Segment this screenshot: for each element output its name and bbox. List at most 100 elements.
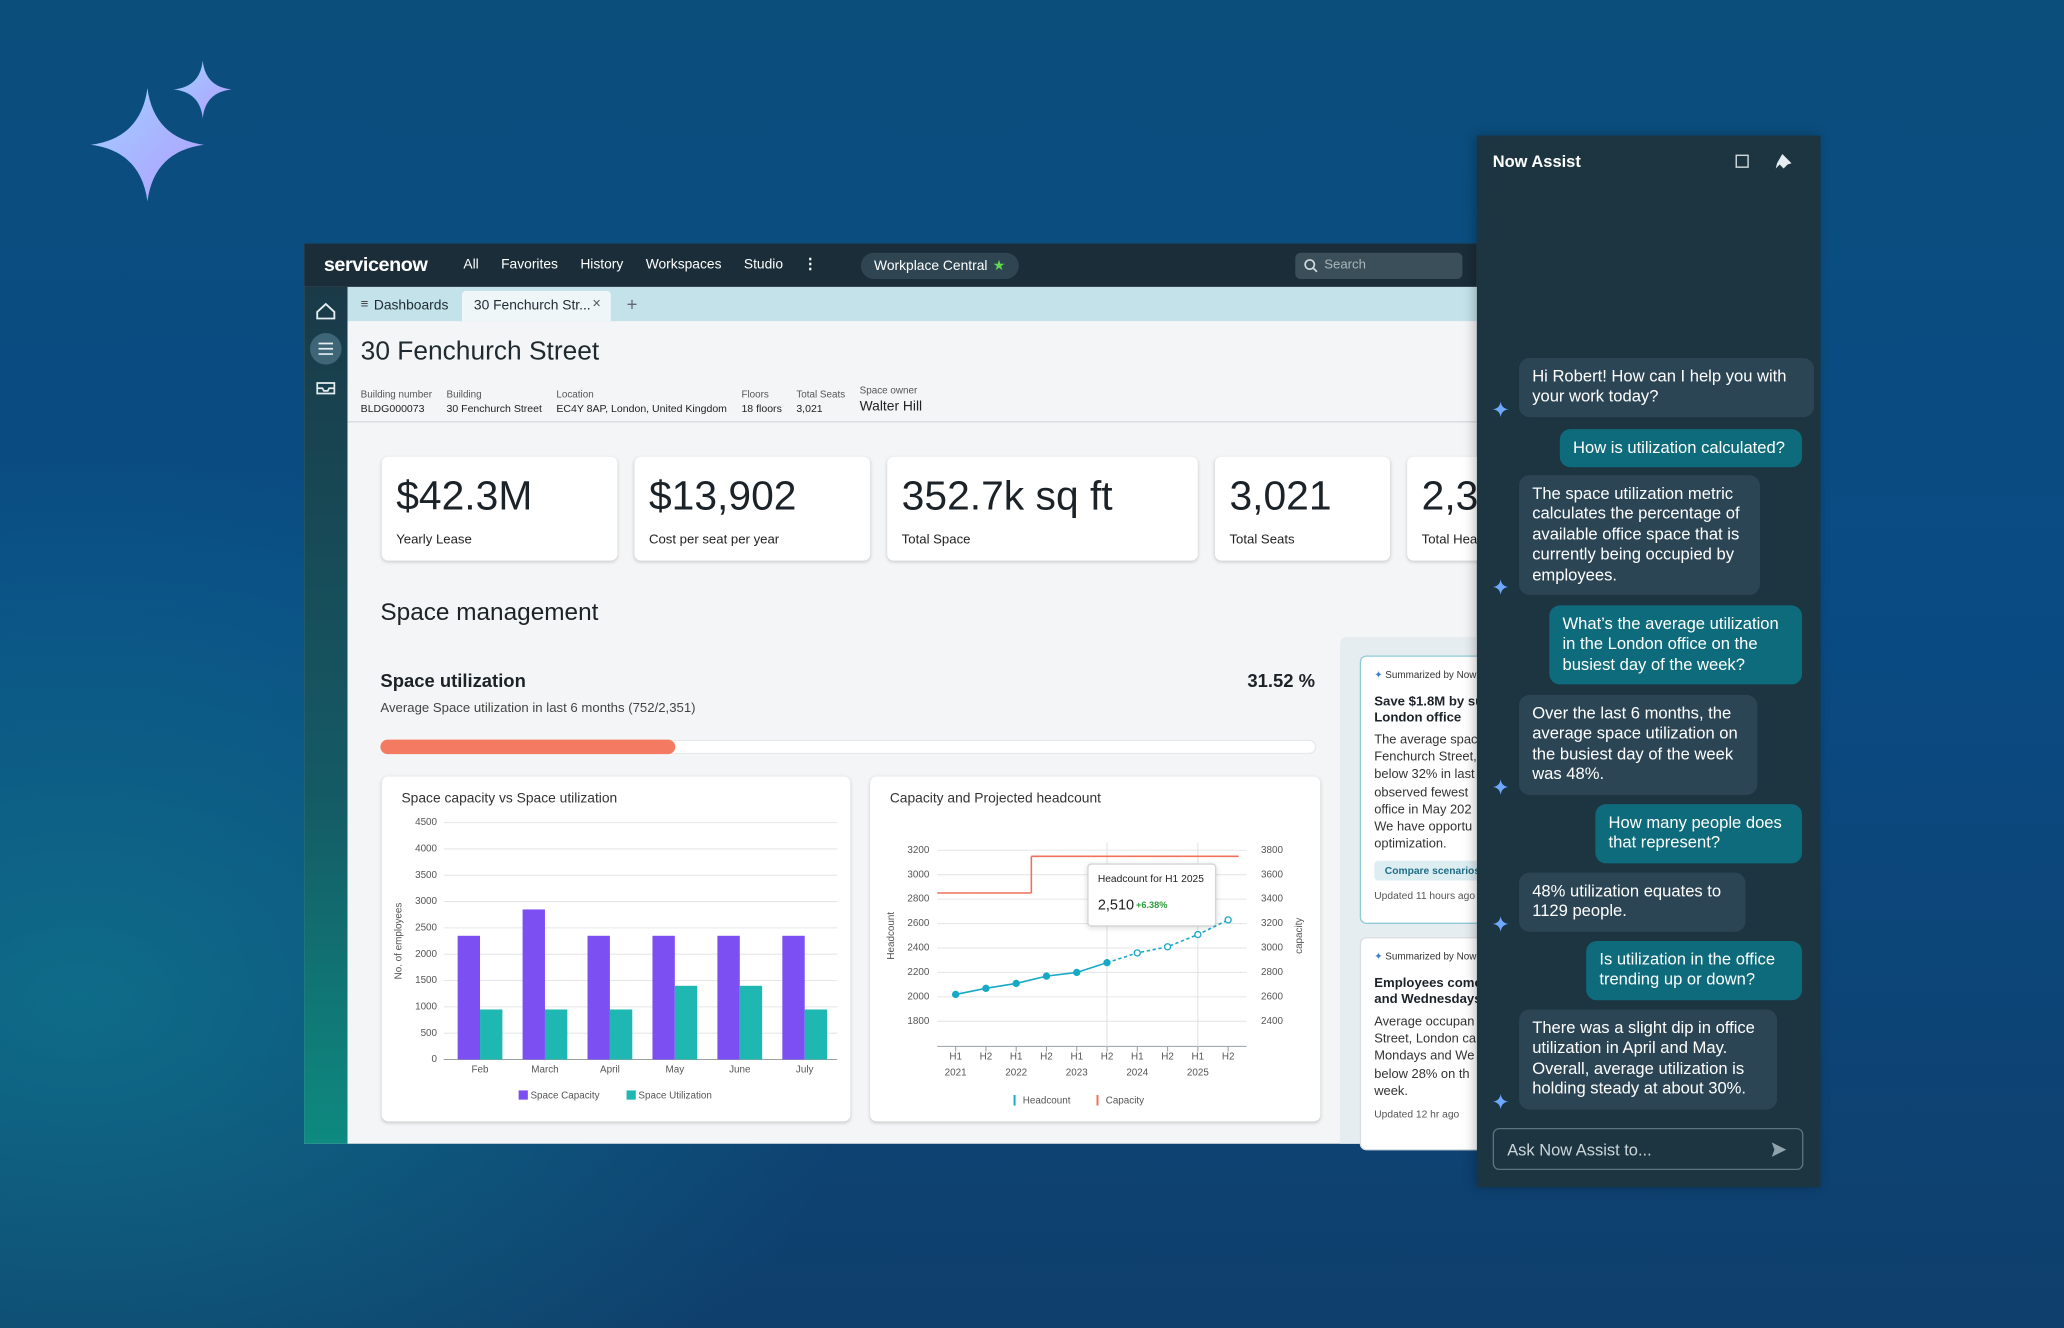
bar <box>782 935 805 1060</box>
body-line: The average spac <box>1374 733 1478 748</box>
badge-text: Summarized by Now <box>1385 950 1477 963</box>
x-tick-label: H2 <box>1101 1051 1114 1062</box>
tab-menu-icon: ≡ <box>360 297 369 312</box>
record-field: Total Seats 3,021 <box>796 388 845 414</box>
tab-add[interactable]: + <box>626 293 638 315</box>
y2-tick-label: 2600 <box>1261 992 1283 1003</box>
kpi-card: 3,021 Total Seats <box>1214 456 1391 561</box>
popout-icon <box>1735 154 1749 168</box>
sparkle <box>1492 779 1509 795</box>
record-fields: Building number BLDG000073 Building 30 Fenc… <box>361 384 922 414</box>
tooltip-change: +6.38% <box>1135 901 1168 911</box>
assistant-panel: Now Assist Hi Robert! How can I help you … <box>1476 135 1821 1188</box>
nav-item[interactable]: Studio <box>743 256 784 273</box>
field-value: Walter Hill <box>859 398 923 415</box>
x-year-label: 2025 <box>1187 1067 1209 1078</box>
chat-input[interactable]: Ask Now Assist to... <box>1492 1127 1804 1171</box>
bar <box>717 935 740 1060</box>
chart-card: Capacity and Projected headcount Headcoun… <box>870 776 1321 1122</box>
chart-title: Space capacity vs Space utilization <box>401 790 617 806</box>
y-axis-title: Headcount <box>886 912 897 960</box>
sparkle-logo <box>90 60 232 202</box>
header-icons <box>1735 153 1792 169</box>
y2-tick-label: 3600 <box>1261 869 1283 880</box>
nav-item[interactable]: All <box>463 256 479 273</box>
y-tick-label: 3200 <box>907 845 929 856</box>
utilization-subtitle: Average Space utilization in last 6 mont… <box>380 701 696 716</box>
nav-item[interactable]: Favorites <box>501 256 558 273</box>
search-handle <box>1312 267 1318 273</box>
x-tick-label: H2 <box>1222 1051 1235 1062</box>
record-field: Location EC4Y 8AP, London, United Kingdom <box>556 388 727 414</box>
x-tick-label: H2 <box>1040 1051 1053 1062</box>
progress-fill <box>380 739 676 755</box>
tab-close[interactable]: × <box>592 296 601 312</box>
title-line: Save $1.8M by su <box>1374 694 1484 710</box>
field-label: Building <box>446 388 482 401</box>
title-line: London office <box>1374 710 1462 726</box>
workspace-pill[interactable]: Workplace Central ★ <box>860 252 1019 280</box>
body-line: observed fewest <box>1374 785 1469 800</box>
y2-tick-label: 3400 <box>1261 894 1283 905</box>
record-field: Building number BLDG000073 <box>361 388 432 414</box>
tab[interactable]: Dashboards <box>373 297 449 314</box>
nav-more[interactable]: ⋮ <box>803 255 817 273</box>
field-value: 30 Fenchurch Street <box>446 402 542 415</box>
x-tick-label: April <box>600 1065 620 1076</box>
nav-item[interactable]: History <box>580 256 624 273</box>
kpi-card: $13,902 Cost per seat per year <box>634 456 871 561</box>
y-tick-label: 2800 <box>907 894 929 905</box>
chat-bubble: Over the last 6 months, the average spac… <box>1519 694 1758 795</box>
utilization-value: 31.52 % <box>1247 669 1316 691</box>
sparkle <box>1492 401 1509 418</box>
point <box>982 984 990 993</box>
x-tick-label: H1 <box>1010 1051 1023 1062</box>
sparkle <box>1492 579 1509 595</box>
x-tick-label: H1 <box>1131 1051 1144 1062</box>
field-label: Total Seats <box>796 388 846 401</box>
y2-axis-title: capacity <box>1294 918 1305 954</box>
bar <box>739 985 763 1060</box>
x-year-label: 2024 <box>1126 1067 1148 1078</box>
x-year-label: 2023 <box>1066 1067 1088 1078</box>
record-title: 30 Fenchurch Street <box>360 336 600 366</box>
line <box>955 961 1108 996</box>
y-tick-label: 2000 <box>415 949 437 960</box>
search-icon <box>1304 259 1318 273</box>
insight-updated: Updated 11 hours ago <box>1374 890 1476 903</box>
nav-item[interactable]: Workspaces <box>645 256 722 273</box>
insight-card: ✦ Summarized by Now Save $1.8M by su Londo… <box>1359 655 1495 924</box>
tab[interactable]: 30 Fenchurch Str... <box>473 297 591 314</box>
bar <box>522 909 545 1060</box>
point <box>1194 930 1202 939</box>
body-line: Mondays and We <box>1374 1049 1475 1064</box>
point <box>1073 968 1081 977</box>
y2-tick-label: 2800 <box>1261 967 1283 978</box>
kpi-label: Total Hea <box>1421 533 1478 548</box>
insight-title: Employees come and Wednesdays <box>1374 977 1482 1009</box>
search-box[interactable]: Search <box>1295 252 1463 280</box>
assistant-sparkle <box>1492 916 1509 932</box>
chat-bubble: There was a slight dip in office utiliza… <box>1519 1009 1778 1110</box>
chart: Capacity and Projected headcount Headcoun… <box>886 790 1305 1107</box>
bar <box>609 1009 633 1060</box>
assistant-sparkle <box>1492 1093 1509 1110</box>
insight-action[interactable]: Compare scenarios <box>1374 861 1491 882</box>
pin-icon <box>1775 153 1792 169</box>
divider <box>347 421 1477 423</box>
utilization-title: Space utilization <box>380 669 526 691</box>
bar <box>652 935 675 1060</box>
y-axis-title: No. of employees <box>393 903 404 980</box>
sparkle <box>1492 1093 1509 1110</box>
chat-bubble: The space utilization metric calculates … <box>1519 475 1760 595</box>
x-tick-label: H1 <box>1070 1051 1083 1062</box>
x-tick-label: March <box>531 1065 558 1076</box>
active-tab[interactable] <box>462 290 611 322</box>
bar <box>674 985 698 1060</box>
workspace-name: Workplace Central <box>874 257 988 274</box>
kpi-value: 2,3 <box>1421 472 1479 519</box>
insight-badge: ✦ Summarized by Now <box>1374 950 1477 963</box>
legend-label: Headcount <box>1023 1096 1071 1107</box>
legend-swatch <box>1096 1095 1099 1106</box>
kpi-card: 352.7k sq ft Total Space <box>887 456 1198 561</box>
